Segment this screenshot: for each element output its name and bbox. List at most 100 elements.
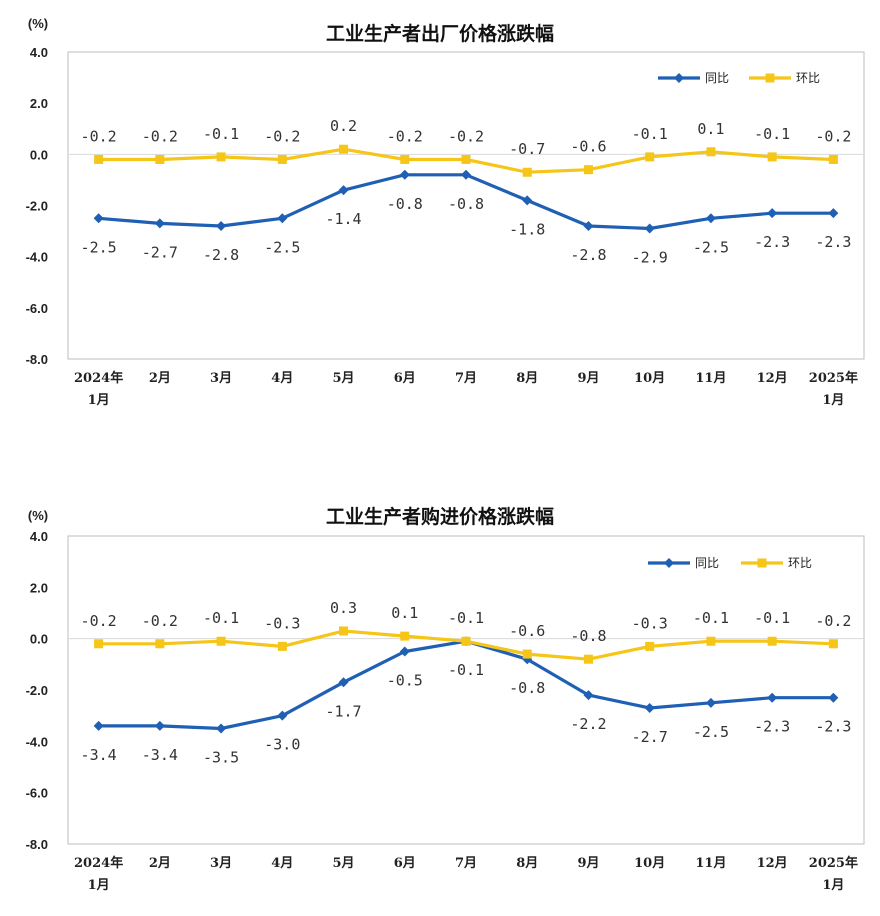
legend-marker-yoy [674, 73, 684, 83]
x-tick-label: 6月 [394, 371, 416, 386]
data-label-yoy: -3.5 [203, 749, 239, 767]
data-label-mom: -0.1 [448, 609, 484, 627]
data-point-yoy [154, 720, 165, 731]
data-point-yoy [461, 169, 471, 180]
data-point-mom [583, 654, 593, 664]
data-point-mom [706, 147, 716, 157]
legend-marker-mom [765, 73, 775, 83]
chart-title: 工业生产者购进价格涨跌幅 [326, 505, 554, 528]
x-tick-label: 12月 [757, 371, 788, 386]
data-point-yoy [216, 220, 227, 231]
data-point-mom [400, 154, 410, 164]
x-tick-label: 9月 [577, 856, 599, 871]
data-label-yoy: -2.7 [632, 728, 668, 746]
data-label-yoy: -2.3 [754, 233, 790, 251]
data-label-yoy: -2.8 [570, 246, 606, 264]
x-tick-label: 6月 [394, 856, 416, 871]
x-tick-label: 5月 [333, 856, 355, 871]
data-label-mom: -0.3 [264, 614, 300, 632]
y-tick-label: 0.0 [30, 632, 48, 647]
x-tick-label: 7月 [455, 371, 477, 386]
data-point-mom [767, 636, 777, 646]
x-tick-label: 11月 [695, 856, 726, 871]
data-point-yoy [277, 710, 288, 721]
data-point-yoy [583, 220, 594, 231]
data-label-yoy: -1.7 [325, 702, 361, 720]
data-point-mom [583, 165, 593, 175]
data-point-yoy [828, 208, 839, 219]
y-unit-label: (%) [28, 16, 48, 31]
x-tick-label: 10月 [634, 856, 665, 871]
y-tick-label: -6.0 [26, 786, 48, 801]
legend-label-mom: 环比 [796, 71, 820, 85]
data-label-mom: -0.1 [632, 125, 668, 143]
y-unit-label: (%) [28, 508, 48, 523]
data-label-mom: -0.6 [509, 622, 545, 640]
x-tick-label: 11月 [695, 371, 726, 386]
data-label-mom: -0.2 [142, 127, 178, 145]
data-label-mom: -0.6 [570, 138, 606, 156]
data-point-mom [461, 154, 471, 164]
data-label-mom: -0.1 [754, 125, 790, 143]
data-label-mom: 0.1 [391, 604, 418, 622]
legend-marker-yoy [664, 558, 674, 568]
data-point-yoy [216, 723, 227, 734]
legend-marker-mom [757, 558, 767, 568]
x-tick-label: 2月 [149, 371, 171, 386]
data-label-mom: -0.2 [387, 127, 423, 145]
data-point-mom [767, 152, 777, 162]
data-label-mom: -0.1 [693, 609, 729, 627]
data-point-yoy [338, 185, 349, 196]
x-tick-label: 3月 [210, 371, 232, 386]
data-point-mom [94, 154, 104, 164]
data-label-mom: -0.2 [815, 127, 851, 145]
y-tick-label: -2.0 [26, 683, 48, 698]
data-point-mom [339, 144, 349, 154]
data-point-mom [94, 639, 104, 649]
ppi-input-chart: 工业生产者购进价格涨跌幅 (%) 4.0 2.0 0.0 -2.0 -4.0 -6.0 -8.0… [26, 505, 865, 893]
data-point-mom [339, 626, 349, 636]
y-tick-label: -4.0 [26, 734, 48, 749]
data-point-yoy [338, 677, 349, 688]
y-tick-label: 0.0 [30, 147, 48, 162]
x-tick-label: 4月 [271, 371, 293, 386]
x-tick-label: 2月 [149, 856, 171, 871]
y-tick-label: -8.0 [26, 837, 48, 852]
data-label-yoy: -2.2 [570, 715, 606, 733]
data-label-yoy: -2.5 [693, 723, 729, 741]
data-point-yoy [644, 702, 655, 713]
plot-area [67, 535, 865, 845]
x-tick-label: 2024年 1月 [74, 370, 123, 408]
data-point-mom [400, 631, 410, 641]
data-point-yoy [583, 690, 594, 701]
x-tick-label: 4月 [271, 856, 293, 871]
data-label-mom: -0.7 [509, 140, 545, 158]
data-point-mom [828, 639, 838, 649]
data-label-yoy: -2.3 [815, 233, 851, 251]
data-label-mom: -0.2 [81, 127, 117, 145]
data-point-yoy [522, 195, 533, 206]
data-label-yoy: -0.8 [509, 679, 545, 697]
data-point-yoy [705, 697, 716, 708]
chart-title: 工业生产者出厂价格涨跌幅 [326, 22, 554, 45]
data-point-yoy [277, 213, 288, 224]
data-point-mom [522, 649, 532, 659]
data-label-yoy: -1.8 [509, 220, 545, 238]
data-point-yoy [705, 213, 716, 224]
x-tick-label: 8月 [516, 371, 538, 386]
data-label-mom: -0.8 [570, 627, 606, 645]
data-point-mom [522, 167, 532, 177]
y-tick-label: 4.0 [30, 45, 48, 60]
y-tick-label: -6.0 [26, 301, 48, 316]
x-tick-label: 3月 [210, 856, 232, 871]
legend-label-yoy: 同比 [695, 556, 719, 570]
data-label-mom: -0.1 [754, 609, 790, 627]
legend-label-yoy: 同比 [705, 71, 729, 85]
data-label-mom: -0.2 [448, 127, 484, 145]
data-label-mom: 0.2 [330, 117, 357, 135]
data-label-yoy: -2.3 [815, 718, 851, 736]
data-label-mom: -0.1 [203, 609, 239, 627]
data-point-yoy [154, 218, 165, 229]
y-tick-label: -8.0 [26, 352, 48, 367]
x-tick-label: 2024年 1月 [74, 855, 123, 893]
